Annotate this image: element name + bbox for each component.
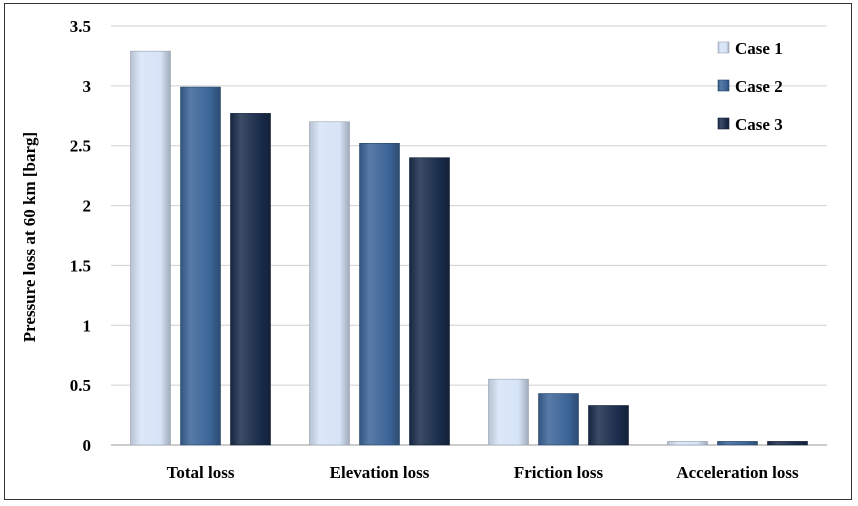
- bar: [409, 157, 450, 446]
- bar: [230, 113, 271, 446]
- category-labels: Total loss Elevation loss Friction loss Acc…: [167, 463, 799, 482]
- bar: [588, 405, 629, 446]
- y-tick-labels: 0 0.5 1 1.5 2 2.5 3 3.5: [70, 17, 91, 455]
- bar: [180, 86, 221, 446]
- legend-swatch: [717, 41, 730, 54]
- category-label: Acceleration loss: [676, 463, 799, 482]
- category-label: Elevation loss: [330, 463, 430, 482]
- y-tick-label: 2: [83, 197, 92, 216]
- bar: [359, 143, 400, 446]
- category-label: Total loss: [167, 463, 235, 482]
- y-tick-label: 1: [83, 316, 92, 335]
- bar: [667, 441, 708, 446]
- bar: [717, 441, 758, 446]
- bar: [538, 393, 579, 446]
- y-tick-label: 3.5: [70, 17, 91, 36]
- legend-swatch: [717, 79, 730, 92]
- y-tick-label: 2.5: [70, 137, 91, 156]
- legend-label: Case 2: [735, 77, 783, 96]
- bars: [130, 50, 808, 446]
- bar: [767, 441, 808, 446]
- category-label: Friction loss: [514, 463, 604, 482]
- legend-label: Case 1: [735, 39, 783, 58]
- bar: [488, 378, 529, 446]
- y-tick-label: 1.5: [70, 256, 91, 275]
- chart-frame: 0 0.5 1 1.5 2 2.5 3 3.5 Total loss Elevation los…: [4, 3, 852, 500]
- y-tick-label: 0.5: [70, 376, 91, 395]
- bar: [309, 121, 350, 446]
- legend-label: Case 3: [735, 115, 783, 134]
- legend-swatch: [717, 117, 730, 130]
- legend: Case 1 Case 2 Case 3: [717, 39, 783, 134]
- y-tick-label: 0: [83, 436, 92, 455]
- y-axis-title: Pressure loss at 60 km [barg]: [20, 132, 39, 342]
- y-tick-label: 3: [83, 77, 92, 96]
- bar: [130, 50, 171, 446]
- bar-chart: 0 0.5 1 1.5 2 2.5 3 3.5 Total loss Elevation los…: [20, 17, 827, 482]
